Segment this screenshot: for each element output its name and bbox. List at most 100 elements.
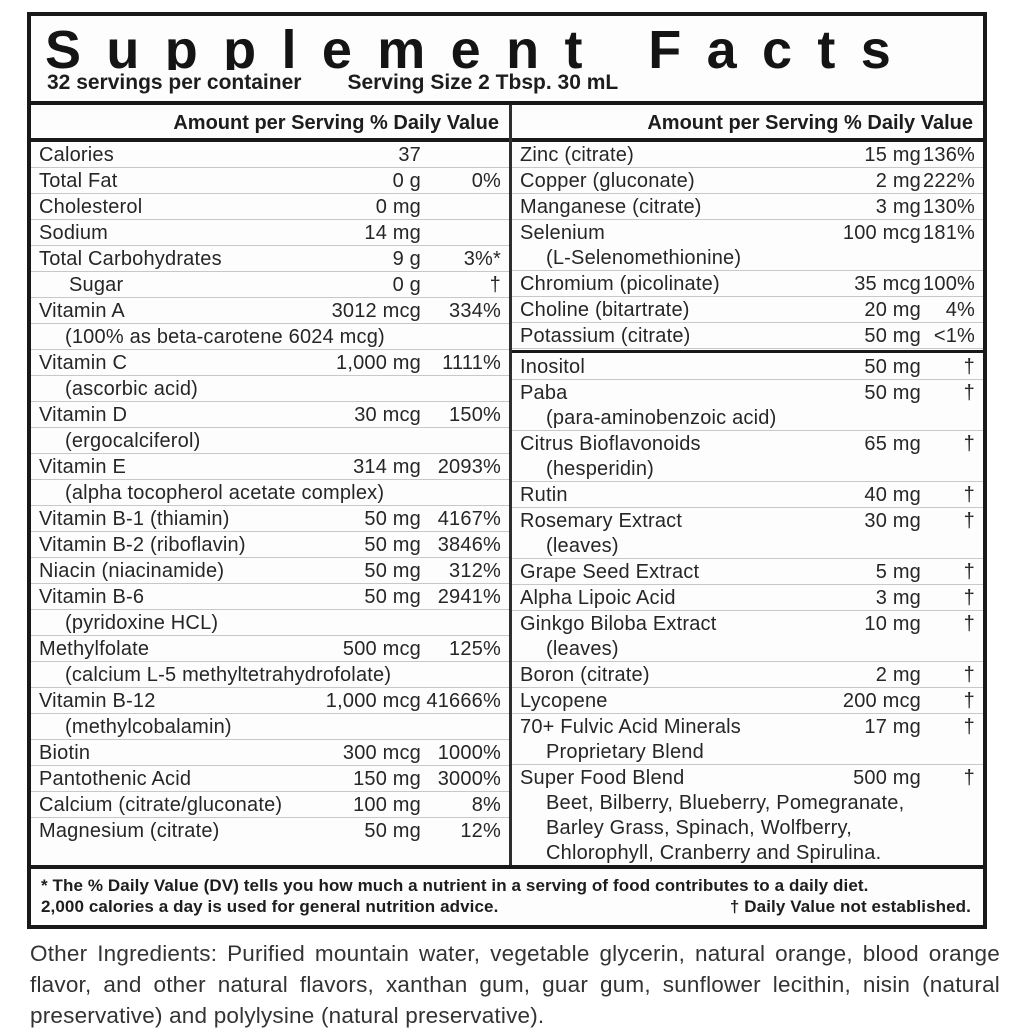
nutrient-row: Vitamin E 314 mg 2093% <box>31 454 509 480</box>
nutrient-row: Total Fat 0 g 0% <box>31 168 509 194</box>
nutrient-row: Grape Seed Extract 5 mg † <box>512 559 983 585</box>
nutrient-subline: (methylcobalamin) <box>31 714 509 740</box>
nutrient-dv: † <box>963 356 975 378</box>
nutrient-name: Total Fat <box>39 170 118 192</box>
nutrient-subline: Chlorophyll, Cranberry and Spirulina. <box>546 842 882 864</box>
nutrient-row: Total Carbohydrates 9 g 3%* <box>31 246 509 272</box>
nutrient-subline: (leaves) <box>512 533 983 559</box>
nutrient-name: Super Food Blend <box>520 767 685 789</box>
nutrient-amount: 200 mcg <box>842 690 921 712</box>
nutrient-dv: 41666% <box>426 690 501 712</box>
nutrient-row: Choline (bitartrate) 20 mg 4% <box>512 297 983 323</box>
nutrient-row: Manganese (citrate) 3 mg 130% <box>512 194 983 220</box>
nutrient-dv: 130% <box>923 196 975 218</box>
nutrient-name: 70+ Fulvic Acid Minerals <box>520 716 742 738</box>
nutrient-amount: 40 mg <box>864 484 921 506</box>
nutrient-dv: † <box>963 587 975 609</box>
nutrient-amount: 50 mg <box>864 325 921 347</box>
nutrient-subline: (calcium L-5 methyltetrahydrofolate) <box>31 662 509 688</box>
nutrient-dv: † <box>963 382 975 404</box>
right-column: Amount per Serving % Daily Value Zinc (c… <box>509 105 983 865</box>
nutrient-name: Calories <box>39 144 114 166</box>
nutrient-dv: 3%* <box>463 248 501 270</box>
nutrient-name: Vitamin B-2 (riboflavin) <box>39 534 246 556</box>
nutrient-amount: 3 mg <box>875 587 921 609</box>
nutrient-row: Rutin 40 mg † <box>512 482 983 508</box>
nutrient-dv: 1111% <box>442 352 501 374</box>
nutrient-name: Vitamin B-12 <box>39 690 156 712</box>
nutrient-name: Ginkgo Biloba Extract <box>520 613 717 635</box>
nutrient-row: Niacin (niacinamide) 50 mg 312% <box>31 558 509 584</box>
nutrient-dv: 125% <box>449 638 501 660</box>
supplement-facts-panel: Supplement Facts 32 servings per contain… <box>27 12 987 929</box>
nutrient-amount: 300 mcg <box>342 742 421 764</box>
nutrient-subline: (para-aminobenzoic acid) <box>512 405 983 431</box>
nutrient-row: Magnesium (citrate) 50 mg 12% <box>31 818 509 843</box>
nutrient-amount: 500 mg <box>853 767 921 789</box>
footnote-line1: * The % Daily Value (DV) tells you how m… <box>41 876 869 895</box>
nutrient-row: Vitamin D 30 mcg 150% <box>31 402 509 428</box>
nutrient-row: Boron (citrate) 2 mg † <box>512 662 983 688</box>
section-divider <box>512 350 983 353</box>
nutrient-subline: (alpha tocopherol acetate complex) <box>31 480 509 506</box>
nutrient-row: Cholesterol 0 mg <box>31 194 509 220</box>
nutrient-amount: 50 mg <box>364 820 421 842</box>
nutrient-name: Sugar <box>69 274 124 296</box>
nutrient-name: Lycopene <box>520 690 608 712</box>
nutrient-dv: 3000% <box>437 768 501 790</box>
nutrient-row: Citrus Bioflavonoids 65 mg † <box>512 431 983 456</box>
nutrient-row: Selenium 100 mcg 181% <box>512 220 983 245</box>
nutrient-row: Vitamin C 1,000 mg 1111% <box>31 350 509 376</box>
nutrient-dv: † <box>489 274 501 296</box>
nutrient-row: Potassium (citrate) 50 mg <1% <box>512 323 983 349</box>
nutrient-name: Potassium (citrate) <box>520 325 691 347</box>
nutrient-row: Paba 50 mg † <box>512 380 983 405</box>
nutrient-amount: 50 mg <box>364 586 421 608</box>
nutrient-amount: 0 g <box>392 274 421 296</box>
nutrient-dv: † <box>963 510 975 532</box>
nutrient-subline: (ascorbic acid) <box>31 376 509 402</box>
nutrient-name: Vitamin A <box>39 300 125 322</box>
nutrient-name: Inositol <box>520 356 585 378</box>
nutrient-subline: (100% as beta-carotene 6024 mcg) <box>31 324 509 350</box>
nutrient-dv: 2093% <box>437 456 501 478</box>
left-column: Amount per Serving % Daily Value Calorie… <box>31 105 509 865</box>
nutrient-amount: 100 mcg <box>842 222 921 244</box>
nutrient-amount: 20 mg <box>864 299 921 321</box>
nutrient-dv: 12% <box>460 820 501 842</box>
nutrient-name: Chromium (picolinate) <box>520 273 720 295</box>
nutrient-row: Methylfolate 500 mcg 125% <box>31 636 509 662</box>
nutrient-row: Vitamin B-1 (thiamin) 50 mg 4167% <box>31 506 509 532</box>
nutrient-dv: 1000% <box>437 742 501 764</box>
nutrient-dv: † <box>963 767 975 789</box>
right-column-rows: Zinc (citrate) 15 mg 136% Copper (gluconate… <box>512 142 983 865</box>
nutrient-name: Sodium <box>39 222 109 244</box>
nutrient-row: Ginkgo Biloba Extract 10 mg † <box>512 611 983 636</box>
nutrient-row: Calcium (citrate/gluconate) 100 mg 8% <box>31 792 509 818</box>
nutrient-row: Vitamin B-2 (riboflavin) 50 mg 3846% <box>31 532 509 558</box>
footnote-divider <box>31 865 983 869</box>
nutrient-row: Biotin 300 mcg 1000% <box>31 740 509 766</box>
footnote: * The % Daily Value (DV) tells you how m… <box>31 869 983 925</box>
nutrient-name: Grape Seed Extract <box>520 561 700 583</box>
nutrient-name: Rosemary Extract <box>520 510 683 532</box>
nutrient-row: Zinc (citrate) 15 mg 136% <box>512 142 983 168</box>
nutrient-amount: 50 mg <box>864 382 921 404</box>
panel-title: Supplement Facts <box>45 20 917 70</box>
nutrient-row: Alpha Lipoic Acid 3 mg † <box>512 585 983 611</box>
nutrient-amount: 9 g <box>392 248 421 270</box>
nutrient-name: Total Carbohydrates <box>39 248 222 270</box>
nutrient-name: Zinc (citrate) <box>520 144 634 166</box>
nutrient-amount: 37 <box>398 144 421 166</box>
serving-size: Serving Size 2 Tbsp. 30 mL <box>347 71 619 94</box>
nutrient-amount: 500 mcg <box>342 638 421 660</box>
nutrient-name: Boron (citrate) <box>520 664 650 686</box>
nutrient-dv: 2941% <box>437 586 501 608</box>
nutrient-row: Vitamin A 3012 mcg 334% <box>31 298 509 324</box>
nutrient-amount: 150 mg <box>353 768 421 790</box>
nutrient-dv: 4167% <box>437 508 501 530</box>
nutrient-name: Alpha Lipoic Acid <box>520 587 676 609</box>
nutrient-dv: † <box>963 613 975 635</box>
nutrient-subline: (L-Selenomethionine) <box>512 245 983 271</box>
nutrient-name: Niacin (niacinamide) <box>39 560 225 582</box>
